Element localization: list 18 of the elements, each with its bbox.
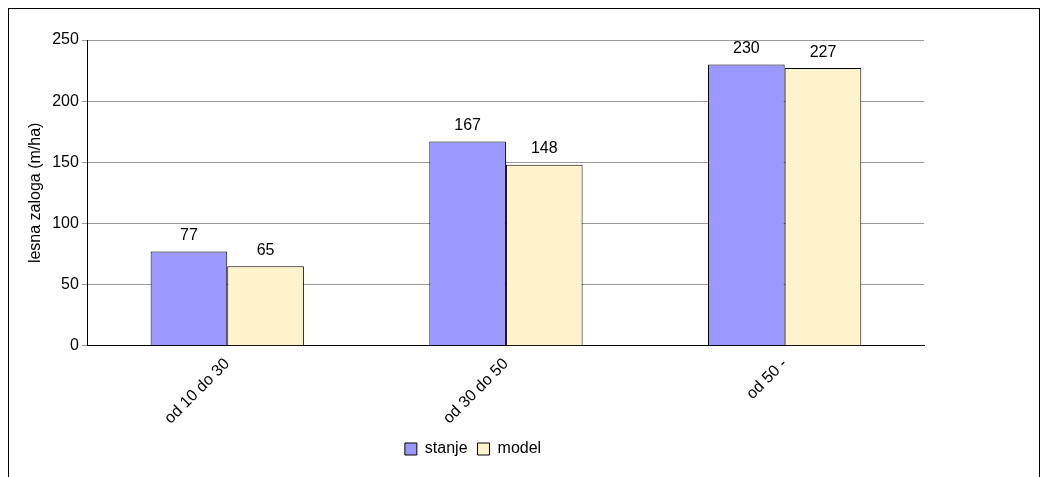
data-label: 148 [530, 139, 558, 157]
legend-label: stanje [424, 439, 468, 457]
x-tick-label: od 30 do 50 [439, 354, 512, 427]
data-label: 230 [732, 38, 760, 56]
x-tick-label: od 10 do 30 [160, 354, 233, 427]
data-label: 65 [256, 240, 275, 258]
y-tick-label: 150 [52, 152, 79, 170]
y-tick-label: 0 [69, 336, 79, 354]
y-tick-label: 200 [52, 91, 79, 109]
y-tick-label: 250 [52, 30, 79, 48]
data-label: 167 [454, 115, 482, 133]
x-tick-label: od 50 - [742, 354, 790, 402]
y-tick-label: 100 [52, 213, 79, 231]
legend-label: model [497, 439, 542, 457]
data-label: 77 [180, 225, 198, 243]
data-label: 227 [809, 42, 837, 60]
y-axis-title: lesna zaloga (m/ha) [26, 122, 44, 264]
y-tick-label: 50 [61, 274, 79, 292]
